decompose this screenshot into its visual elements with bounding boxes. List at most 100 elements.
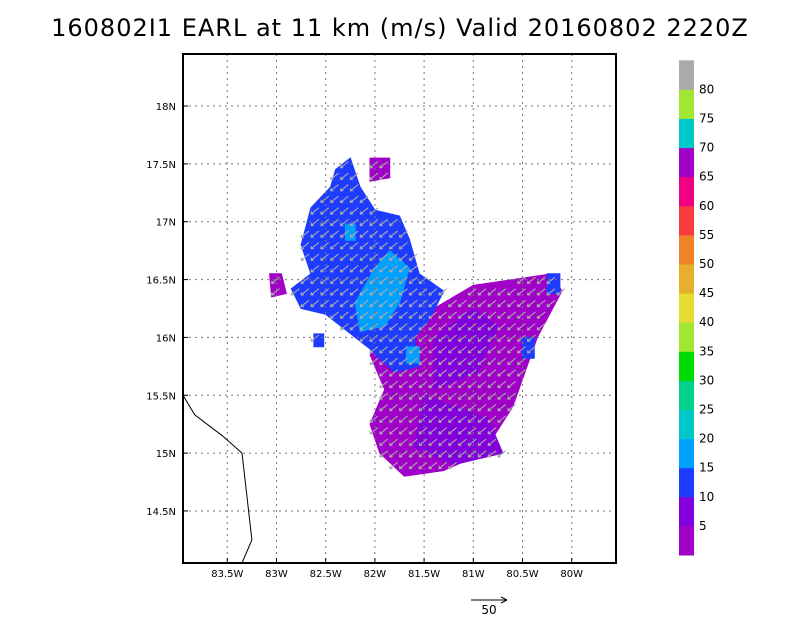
wind-arrow — [497, 311, 507, 319]
wind-arrow — [359, 299, 369, 308]
wind-arrow — [526, 334, 536, 342]
wind-arrow — [457, 357, 467, 366]
wind-arrow — [516, 323, 526, 331]
wind-arrow — [438, 369, 448, 377]
wind-arrow — [389, 299, 398, 308]
wind-arrow — [556, 288, 566, 296]
wind-arrow — [310, 265, 320, 273]
wind-arrow — [369, 288, 379, 296]
wind-arrow — [438, 357, 448, 366]
wind-arrow — [389, 230, 398, 238]
wind-arrow — [389, 334, 398, 342]
wind-arrow — [477, 357, 487, 366]
wind-arrow — [349, 218, 359, 227]
wind-arrow — [487, 357, 497, 366]
x-axis-ticks: 83.5W 83W 82.5W 82W 81.5W 81W 80.5W 80W — [211, 558, 583, 580]
wind-arrow — [408, 334, 418, 342]
wind-arrow — [477, 323, 487, 331]
colorbar-label: 60 — [699, 199, 714, 213]
wind-arrow — [329, 299, 339, 308]
wind-arrow — [467, 450, 477, 458]
wind-arrow — [359, 311, 369, 319]
wind-arrow — [369, 346, 379, 354]
colorbar-segment — [679, 409, 694, 440]
wind-arrow — [448, 323, 457, 331]
wind-arrow — [389, 323, 398, 331]
wind-arrow — [310, 230, 320, 238]
wind-arrow — [448, 311, 457, 319]
wind-arrow — [369, 265, 379, 273]
wind-arrow — [369, 415, 379, 423]
wind-arrow — [526, 288, 536, 296]
wind-arrow — [487, 450, 497, 458]
colorbar-label: 45 — [699, 286, 714, 300]
wind-arrow — [448, 380, 457, 389]
x-tick-label: 82.5W — [310, 569, 342, 580]
colorbar-label: 55 — [699, 228, 714, 242]
colorbar-label: 15 — [699, 461, 714, 475]
wind-arrow — [310, 334, 320, 342]
wind-arrow — [369, 161, 379, 169]
wind-arrow — [349, 207, 359, 215]
wind-arrow — [329, 195, 339, 204]
colorbar-label: 65 — [699, 170, 714, 184]
wind-arrow — [389, 265, 398, 273]
wind-arrow — [398, 323, 408, 331]
wind-arrow — [349, 265, 359, 273]
wind-arrow — [448, 369, 457, 377]
field-15-7 — [546, 273, 561, 294]
y-tick-label: 15N — [156, 449, 176, 460]
wind-arrow — [349, 184, 359, 192]
wind-arrow — [497, 299, 507, 308]
wind-arrow — [379, 357, 389, 366]
wind-arrow — [379, 161, 389, 169]
wind-arrow — [438, 403, 448, 412]
y-tick-label: 17N — [156, 218, 176, 229]
wind-arrow — [398, 461, 408, 470]
wind-arrow — [369, 172, 379, 181]
wind-arrow — [497, 369, 507, 377]
wind-arrow — [487, 438, 497, 447]
wind-arrow — [516, 299, 526, 308]
wind-arrow — [457, 427, 467, 435]
wind-arrow — [320, 253, 330, 261]
wind-arrow — [408, 276, 418, 285]
wind-arrow — [389, 415, 398, 423]
wind-arrow — [379, 265, 389, 273]
wind-arrow — [329, 218, 339, 227]
wind-arrow — [438, 461, 448, 470]
wind-arrow — [457, 323, 467, 331]
wind-arrow — [398, 242, 408, 250]
wind-arrow — [487, 392, 497, 400]
wind-arrow — [448, 450, 457, 458]
wind-arrow — [457, 403, 467, 412]
wind-arrow — [369, 427, 379, 435]
wind-arrow — [398, 230, 408, 238]
reference-vector-label: 50 — [481, 603, 496, 617]
coastline — [183, 395, 253, 563]
wind-arrow — [329, 172, 339, 181]
wind-arrow — [418, 427, 428, 435]
wind-arrow — [418, 323, 428, 331]
wind-arrow — [428, 380, 438, 389]
y-tick-label: 15.5N — [146, 391, 176, 402]
wind-arrow — [379, 242, 389, 250]
colorbar-label: 30 — [699, 373, 714, 387]
wind-arrow — [339, 311, 349, 319]
wind-arrow — [408, 311, 418, 319]
wind-arrow — [379, 415, 389, 423]
wind-arrow — [320, 288, 330, 296]
wind-arrow — [438, 427, 448, 435]
wind-arrow — [379, 438, 389, 447]
plot-frame — [182, 53, 617, 564]
wind-arrow — [507, 346, 517, 354]
wind-arrow — [487, 380, 497, 389]
wind-arrow — [349, 276, 359, 285]
wind-arrow — [477, 311, 487, 319]
wind-arrow — [379, 334, 389, 342]
wind-arrow — [408, 369, 418, 377]
wind-arrow — [290, 288, 300, 296]
wind-arrow — [349, 299, 359, 308]
wind-arrow — [438, 323, 448, 331]
wind-arrow — [467, 369, 477, 377]
